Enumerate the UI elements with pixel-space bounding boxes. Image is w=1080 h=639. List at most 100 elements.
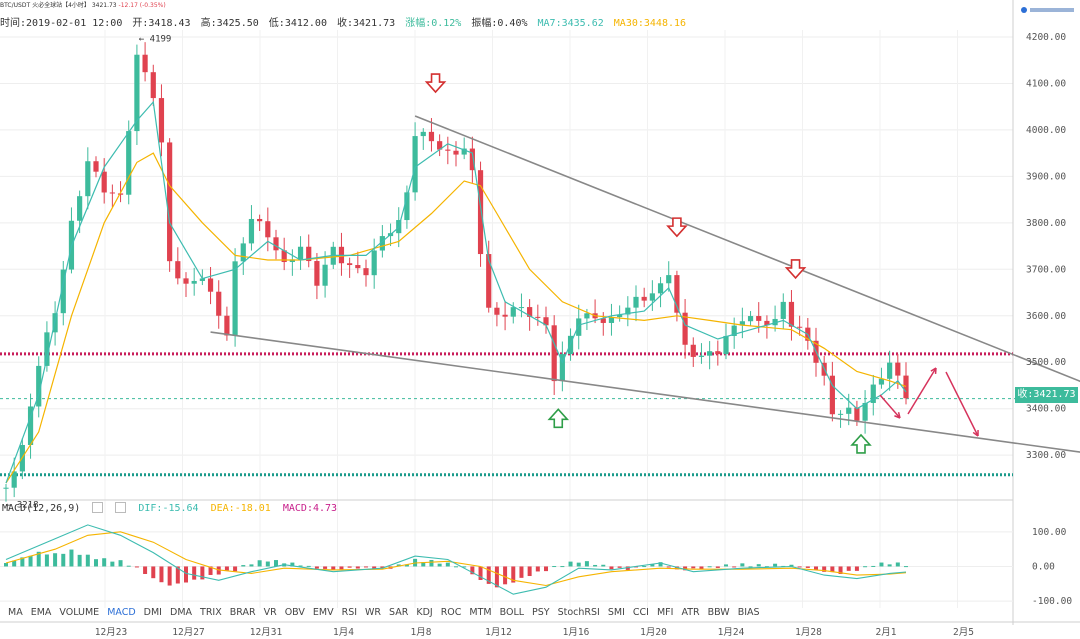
macd-histogram-bar <box>854 566 859 571</box>
macd-histogram-bar <box>904 566 908 568</box>
macd-title: MACD(12,26,9) <box>2 502 81 514</box>
time-tick-label: 1月16 <box>563 627 590 638</box>
price-tick-label: 4200.00 <box>1026 32 1066 43</box>
candle-body <box>731 325 737 336</box>
price-tick-label: 3400.00 <box>1026 404 1066 415</box>
macd-tick-label: -100.00 <box>1032 596 1072 607</box>
candle-body <box>420 131 426 137</box>
candle-body <box>412 136 418 193</box>
macd-histogram-bar <box>396 564 401 567</box>
macd-histogram-bar <box>175 566 180 584</box>
indicator-psy[interactable]: PSY <box>532 607 550 618</box>
up-arrow-icon <box>850 433 872 454</box>
candle-body <box>649 293 655 301</box>
indicator-dmi[interactable]: DMI <box>143 607 162 618</box>
candle-body <box>715 351 721 355</box>
indicator-obv[interactable]: OBV <box>284 607 305 618</box>
grid <box>0 0 1080 625</box>
indicator-ema[interactable]: EMA <box>30 607 52 618</box>
macd-histogram-bar <box>650 563 655 567</box>
candle-body <box>788 301 795 327</box>
time-tick-label: 1月8 <box>411 627 432 638</box>
macd-histogram-bar <box>724 564 728 567</box>
indicator-brar[interactable]: BRAR <box>229 607 256 618</box>
macd-histogram-bar <box>355 566 360 569</box>
macd-settings-icon[interactable] <box>92 502 104 513</box>
macd-histogram-bar <box>28 555 33 567</box>
macd-histogram-bar <box>503 566 508 585</box>
indicator-stochrsi[interactable]: StochRSI <box>557 607 600 618</box>
time-tick-label: 2月5 <box>953 627 974 638</box>
down-arrow-icon <box>666 217 688 238</box>
price-tick-label: 3300.00 <box>1026 450 1066 461</box>
candle-body <box>837 413 844 415</box>
candle-body <box>36 365 42 407</box>
candle-body <box>535 316 541 318</box>
candle-body <box>101 171 107 193</box>
indicator-roc[interactable]: ROC <box>440 607 462 618</box>
candle-body <box>404 192 410 221</box>
candle-body <box>363 268 369 276</box>
candle-body <box>355 265 361 269</box>
macd-close-icon[interactable] <box>115 502 127 513</box>
indicator-vr[interactable]: VR <box>263 607 277 618</box>
indicator-wr[interactable]: WR <box>365 607 382 618</box>
lower-trendline <box>210 331 1080 453</box>
macd-histogram-bar <box>69 549 74 567</box>
macd-histogram-bar <box>814 566 818 570</box>
indicator-trix[interactable]: TRIX <box>200 607 222 618</box>
indicator-macd[interactable]: MACD <box>107 607 136 618</box>
candle-body <box>617 314 623 318</box>
macd-histogram-bar <box>478 566 483 580</box>
macd-histogram-bar <box>224 566 229 571</box>
indicator-ma[interactable]: MA <box>8 607 23 618</box>
indicator-mtm[interactable]: MTM <box>469 607 492 618</box>
indicator-rsi[interactable]: RSI <box>341 607 358 618</box>
macd-histogram-bar <box>462 566 467 568</box>
candle-body <box>527 307 533 317</box>
macd-histogram-bar <box>830 566 835 573</box>
macd-histogram-bar <box>151 566 156 579</box>
candle-body <box>608 317 615 323</box>
candle-body <box>747 316 754 322</box>
candle-body <box>600 318 606 323</box>
macd-histogram-bar <box>184 566 188 583</box>
projection-arrowhead <box>930 367 937 375</box>
macd-histogram-bar <box>822 566 827 572</box>
macd-histogram-bar <box>241 565 246 567</box>
indicator-atr[interactable]: ATR <box>681 607 700 618</box>
candle-body <box>878 378 885 385</box>
indicator-mfi[interactable]: MFI <box>656 607 674 618</box>
macd-histogram-bar <box>601 564 606 567</box>
indicator-emv[interactable]: EMV <box>312 607 334 618</box>
indicator-volume[interactable]: VOLUME <box>59 607 100 618</box>
indicator-dma[interactable]: DMA <box>170 607 193 618</box>
macd-histogram-bar <box>216 566 221 575</box>
price-tick-label: 4100.00 <box>1026 78 1066 89</box>
candle-body <box>232 261 238 336</box>
indicator-sar[interactable]: SAR <box>389 607 409 618</box>
indicator-boll[interactable]: BOLL <box>499 607 525 618</box>
dea-value: DEA:-18.01 <box>210 502 271 514</box>
indicator-bias[interactable]: BIAS <box>737 607 760 618</box>
indicator-bbw[interactable]: BBW <box>707 607 730 618</box>
candle-body <box>306 246 312 262</box>
candle-body <box>109 192 115 194</box>
macd-histogram-bar <box>797 566 802 568</box>
indicator-smi[interactable]: SMI <box>607 607 625 618</box>
candle-body <box>322 264 328 286</box>
macd-histogram-bar <box>208 566 213 575</box>
candle-body <box>428 131 435 142</box>
indicator-kdj[interactable]: KDJ <box>416 607 433 618</box>
ma30-line <box>5 152 907 484</box>
macd-histogram-bar <box>895 562 900 567</box>
indicator-cci[interactable]: CCI <box>632 607 649 618</box>
open-value: 开:3418.43 <box>132 18 191 29</box>
macd-histogram-bar <box>535 566 540 572</box>
high-value: 高:3425.50 <box>200 18 259 29</box>
dea-line <box>5 531 907 587</box>
macd-histogram-bar <box>879 562 884 567</box>
candle-body <box>469 148 475 171</box>
price-tick-label: 3600.00 <box>1026 311 1066 322</box>
